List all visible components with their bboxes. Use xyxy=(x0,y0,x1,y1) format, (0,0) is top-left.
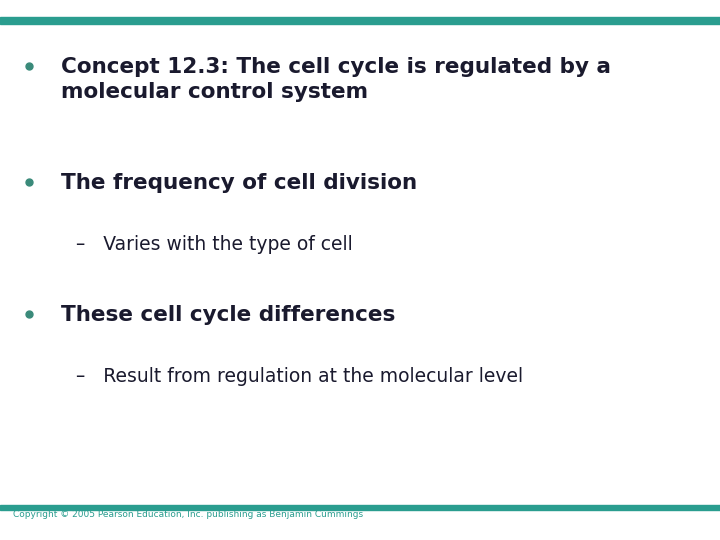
Text: Copyright © 2005 Pearson Education, Inc. publishing as Benjamin Cummings: Copyright © 2005 Pearson Education, Inc.… xyxy=(13,510,363,519)
Bar xyxy=(0,505,720,510)
Text: –   Result from regulation at the molecular level: – Result from regulation at the molecula… xyxy=(76,367,523,386)
Text: –   Varies with the type of cell: – Varies with the type of cell xyxy=(76,235,352,254)
Text: These cell cycle differences: These cell cycle differences xyxy=(61,305,395,325)
Text: Concept 12.3: The cell cycle is regulated by a
molecular control system: Concept 12.3: The cell cycle is regulate… xyxy=(61,57,611,102)
Bar xyxy=(0,17,720,24)
Text: The frequency of cell division: The frequency of cell division xyxy=(61,173,418,193)
